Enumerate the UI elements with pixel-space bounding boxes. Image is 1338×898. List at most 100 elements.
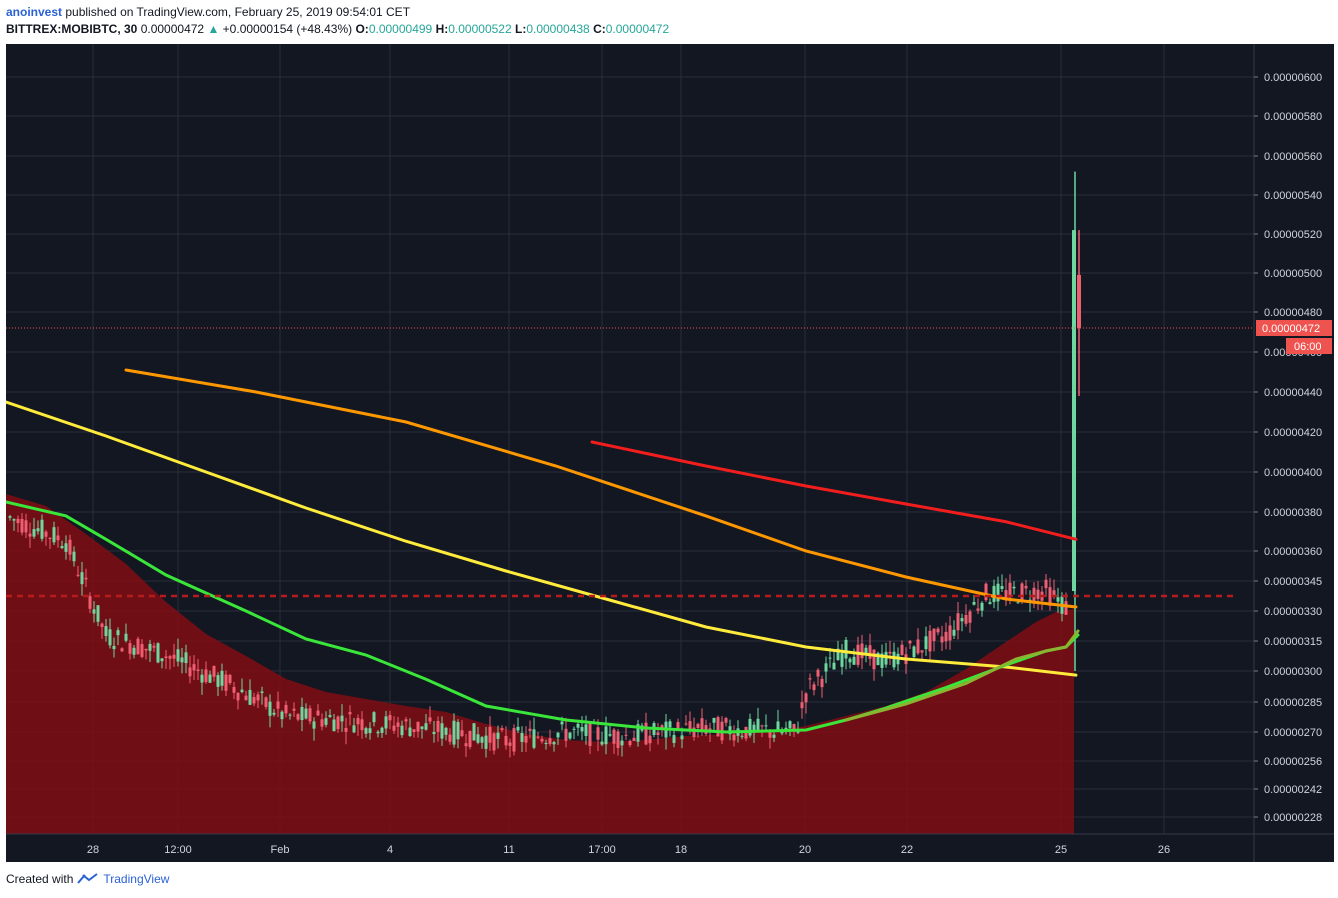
candle-body-72 bbox=[296, 714, 300, 720]
candle-body-201 bbox=[812, 684, 816, 691]
candle-body-125 bbox=[508, 742, 512, 746]
candle-body-141 bbox=[572, 728, 576, 730]
ma-yellow-line bbox=[4, 400, 1078, 677]
candle-body-11 bbox=[52, 527, 56, 543]
candle-body-166 bbox=[672, 735, 676, 743]
candle-body-84 bbox=[344, 727, 348, 732]
candle-body-179 bbox=[724, 718, 728, 723]
high-value: 0.00000522 bbox=[448, 22, 512, 36]
ma-olive-line bbox=[844, 629, 1080, 722]
candle-body-89 bbox=[364, 728, 368, 734]
candle-body-262 bbox=[1056, 597, 1060, 602]
candle-body-130 bbox=[528, 728, 532, 731]
candle-body-14 bbox=[64, 543, 68, 552]
candle-body-170 bbox=[688, 721, 692, 730]
candle-body-28 bbox=[120, 648, 124, 652]
candle-body-117 bbox=[476, 734, 480, 743]
candle-body-121 bbox=[492, 733, 496, 751]
candle-body-191 bbox=[772, 734, 776, 738]
candle-body-17 bbox=[76, 574, 80, 576]
candle-body-82 bbox=[336, 716, 340, 730]
price-chart[interactable]: 0.00000600 0.00000580 0.00000560 0.00000540… bbox=[4, 44, 1334, 862]
candle-body-175 bbox=[708, 728, 712, 731]
author-link[interactable]: anoinvest bbox=[6, 5, 63, 19]
candle-body-133 bbox=[540, 738, 544, 742]
candle-body-18 bbox=[80, 572, 84, 585]
candle-body-147 bbox=[596, 727, 600, 740]
last-price-badge bbox=[1256, 320, 1332, 336]
y-tick-label-14: 0.00000330 bbox=[1264, 606, 1322, 618]
candle-body-237 bbox=[956, 613, 960, 631]
last-price: 0.00000472 bbox=[140, 22, 205, 36]
candle-body-264 bbox=[1064, 601, 1068, 615]
candle-body-234 bbox=[944, 631, 948, 642]
candle-body-76 bbox=[312, 721, 316, 729]
candle-body-257 bbox=[1036, 589, 1040, 599]
candle-body-188 bbox=[760, 725, 764, 727]
candle-body-24 bbox=[104, 626, 108, 637]
candle-body-169 bbox=[684, 723, 688, 725]
candle-body-223 bbox=[900, 644, 904, 655]
candle-body-57 bbox=[236, 692, 240, 701]
candle-body-106 bbox=[432, 731, 436, 735]
candle-body-243 bbox=[980, 602, 984, 611]
candle-body-67 bbox=[276, 701, 280, 709]
candle-body-251 bbox=[1012, 586, 1016, 589]
candle-body-50 bbox=[208, 674, 212, 683]
candle-body-94 bbox=[384, 716, 388, 729]
candle-body-42 bbox=[176, 649, 180, 662]
publish-info: published on TradingView.com, February 2… bbox=[65, 5, 411, 19]
x-axis-labels: 28 12:00 Feb 4 11 17:00 18 20 22 25 26 bbox=[87, 844, 1170, 856]
candle-body-44 bbox=[184, 652, 188, 664]
candle-body-116 bbox=[472, 723, 476, 741]
low-label: L: bbox=[514, 22, 527, 36]
candle-body-214 bbox=[864, 647, 868, 656]
tradingview-link[interactable]: TradingView bbox=[103, 872, 170, 886]
candle-body-43 bbox=[180, 657, 184, 663]
candle-body-69 bbox=[284, 704, 288, 714]
candle-body-216 bbox=[872, 649, 876, 670]
y-tick-label-20: 0.00000242 bbox=[1264, 784, 1322, 796]
candle-body-187 bbox=[756, 718, 760, 731]
candle-body-58 bbox=[240, 689, 244, 693]
candle-body-129 bbox=[524, 735, 528, 743]
candle-body-219 bbox=[884, 651, 888, 665]
candle-body-205 bbox=[828, 657, 832, 659]
x-tick-label-5: 17:00 bbox=[588, 844, 616, 856]
up-arrow-icon: ▲ bbox=[207, 22, 220, 36]
y-tick-label-16: 0.00000300 bbox=[1264, 666, 1322, 678]
candle-body-215 bbox=[868, 645, 872, 659]
candle-body-171 bbox=[692, 727, 696, 737]
candle-body-104 bbox=[424, 723, 428, 730]
chart-area[interactable]: 0.00000600 0.00000580 0.00000560 0.00000540… bbox=[4, 44, 1334, 862]
candle-body-212 bbox=[856, 644, 860, 665]
x-tick-label-0: 28 bbox=[87, 844, 99, 856]
candle-body-51 bbox=[212, 665, 216, 677]
candle-body-92 bbox=[376, 731, 380, 734]
candle-body-13 bbox=[60, 546, 64, 549]
candle-body-105 bbox=[428, 717, 432, 722]
x-tick-label-3: 4 bbox=[387, 844, 393, 856]
candle-body-88 bbox=[360, 719, 364, 731]
open-value: 0.00000499 bbox=[368, 22, 433, 36]
candle-body-55 bbox=[228, 674, 232, 684]
candle-body-91 bbox=[372, 712, 376, 723]
candle-body-173 bbox=[700, 718, 704, 731]
candle-body-233 bbox=[940, 636, 944, 643]
chart-header: anoinvest published on TradingView.com, … bbox=[6, 4, 669, 38]
y-tick-label-0: 0.00000600 bbox=[1264, 72, 1322, 84]
candle-body-190 bbox=[768, 730, 772, 738]
countdown-badge bbox=[1286, 338, 1332, 354]
candle-body-70 bbox=[288, 714, 292, 716]
candle-body-228 bbox=[920, 650, 924, 653]
candle-body-100 bbox=[408, 727, 412, 737]
y-tick-label-8: 0.00000440 bbox=[1264, 387, 1322, 399]
candle-body-108 bbox=[440, 723, 444, 739]
candle-body-236 bbox=[952, 629, 956, 636]
candle-body-160 bbox=[648, 735, 652, 744]
candle-body-232 bbox=[936, 628, 940, 633]
candle-body-95 bbox=[388, 715, 392, 721]
y-tick-label-10: 0.00000400 bbox=[1264, 467, 1322, 479]
candle-body-142 bbox=[576, 723, 580, 728]
symbol-label: BITTREX:MOBIBTC, 30 bbox=[6, 22, 138, 36]
